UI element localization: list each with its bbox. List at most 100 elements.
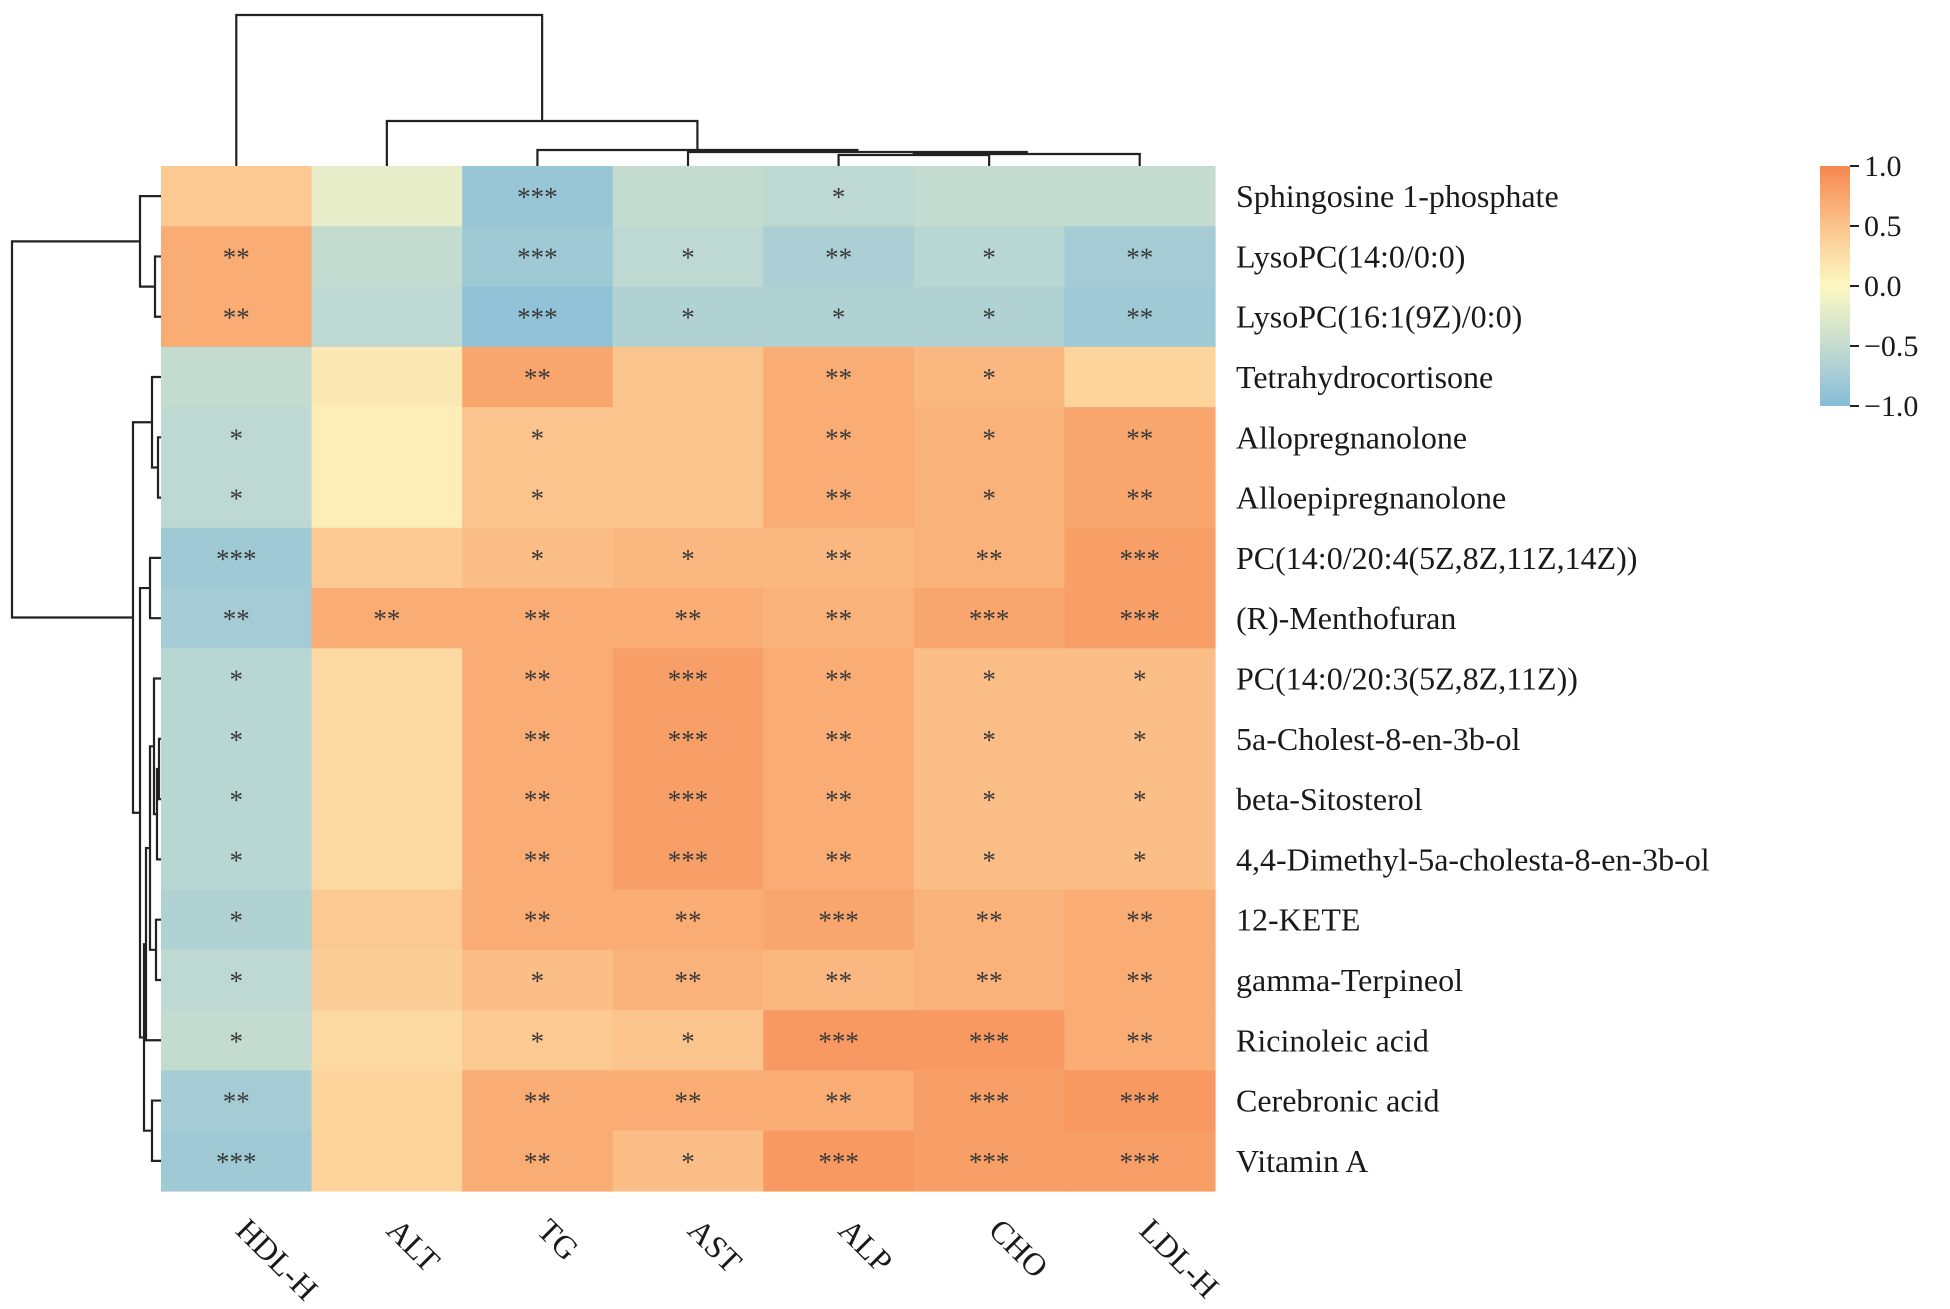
heatmap-cell bbox=[913, 286, 1066, 348]
heatmap-cell bbox=[462, 1010, 614, 1072]
significance-marks: *** *** *** * ** * **** *** * * * **** ** ** * ** * *** * *… bbox=[216, 182, 1160, 1177]
heatmap-cell bbox=[763, 708, 915, 770]
dendrogram-branch bbox=[150, 375, 161, 469]
heatmap-cell bbox=[161, 407, 313, 469]
row-label: Sphingosine 1-phosphate bbox=[1236, 178, 1559, 214]
significance-mark: *** bbox=[818, 1147, 859, 1177]
heatmap-cell bbox=[612, 527, 764, 589]
significance-mark: ** bbox=[675, 604, 702, 634]
heatmap-cell bbox=[913, 949, 1066, 1011]
significance-mark: ** bbox=[825, 363, 852, 393]
heatmap-cell bbox=[161, 1070, 313, 1132]
heatmap-cell bbox=[612, 226, 764, 288]
heatmap-cell bbox=[913, 527, 1066, 589]
significance-mark: *** bbox=[1119, 544, 1160, 574]
heatmap-cell bbox=[1064, 226, 1216, 288]
heatmap-cell bbox=[612, 467, 764, 529]
significance-mark: ** bbox=[976, 544, 1003, 574]
significance-mark: ** bbox=[524, 665, 551, 695]
dendrogram-branch bbox=[154, 918, 161, 982]
heatmap-cell bbox=[913, 708, 1066, 770]
dendrogram-branch bbox=[385, 119, 699, 166]
column-label: CHO bbox=[982, 1211, 1055, 1284]
row-label: LysoPC(14:0/0:0) bbox=[1236, 238, 1465, 274]
dendrogram-branch bbox=[156, 436, 161, 499]
significance-mark: * bbox=[1133, 725, 1147, 755]
dendrogram-branch bbox=[837, 153, 991, 166]
significance-mark: ** bbox=[1126, 1026, 1153, 1056]
heatmap-cell bbox=[612, 1130, 764, 1192]
row-label: (R)-Menthofuran bbox=[1236, 600, 1456, 636]
heatmap-cell bbox=[311, 467, 463, 529]
heatmap-cell bbox=[1064, 949, 1216, 1011]
row-label: beta-Sitosterol bbox=[1236, 781, 1423, 817]
significance-mark: *** bbox=[668, 725, 709, 755]
heatmap-cell bbox=[1064, 1010, 1216, 1072]
significance-mark: ** bbox=[1126, 303, 1153, 333]
heatmap-cell bbox=[1064, 708, 1216, 770]
heatmap-cell bbox=[1064, 829, 1216, 891]
heatmap-cell bbox=[462, 467, 614, 529]
significance-mark: ** bbox=[524, 363, 551, 393]
dendrogram-branch bbox=[153, 255, 161, 318]
heatmap-cell bbox=[763, 829, 915, 891]
heatmap-cell bbox=[763, 527, 915, 589]
heatmap-cell bbox=[311, 708, 463, 770]
heatmap-cell bbox=[612, 949, 764, 1011]
colorbar-gradient bbox=[1820, 166, 1850, 406]
significance-mark: * bbox=[982, 845, 996, 875]
colorbar: 1.0 0.5 0.0 −0.5 −1.0 bbox=[1820, 150, 1918, 423]
column-label: ALT bbox=[380, 1211, 448, 1279]
heatmap-cell bbox=[161, 527, 313, 589]
heatmap-cell bbox=[763, 648, 915, 710]
significance-mark: ** bbox=[524, 1087, 551, 1117]
significance-mark: * bbox=[982, 484, 996, 514]
heatmap-cell bbox=[462, 1130, 614, 1192]
significance-mark: * bbox=[681, 1026, 695, 1056]
significance-mark: *** bbox=[969, 604, 1010, 634]
significance-mark: * bbox=[1133, 785, 1147, 815]
column-labels: HDL-H ALT TG AST ALP CHO LDL-H bbox=[229, 1211, 1226, 1307]
heatmap-cell bbox=[161, 166, 313, 227]
heatmap-cell bbox=[913, 467, 1066, 529]
significance-mark: ** bbox=[524, 785, 551, 815]
heatmap-cell bbox=[612, 889, 764, 951]
heatmap-cell bbox=[311, 346, 463, 408]
row-label: LysoPC(16:1(9Z)/0:0) bbox=[1236, 299, 1522, 335]
significance-mark: ** bbox=[825, 423, 852, 453]
heatmap-cell bbox=[763, 949, 915, 1011]
heatmap-cell bbox=[612, 1070, 764, 1132]
significance-mark: * bbox=[1133, 665, 1147, 695]
significance-mark: * bbox=[982, 665, 996, 695]
row-label: gamma-Terpineol bbox=[1236, 962, 1463, 998]
heatmap-cell bbox=[1064, 407, 1216, 469]
heatmap-cell bbox=[612, 648, 764, 710]
significance-mark: * bbox=[681, 1147, 695, 1177]
heatmap-cell bbox=[462, 407, 614, 469]
colorbar-ticks: 1.0 0.5 0.0 −0.5 −1.0 bbox=[1850, 150, 1918, 423]
heatmap-cell bbox=[913, 588, 1066, 649]
colorbar-tick-label: 0.5 bbox=[1864, 210, 1902, 243]
significance-mark: *** bbox=[818, 906, 859, 936]
dendrogram-branch bbox=[148, 556, 161, 620]
heatmap-cell bbox=[462, 1070, 614, 1132]
significance-mark: ** bbox=[825, 604, 852, 634]
significance-mark: *** bbox=[517, 303, 558, 333]
significance-mark: *** bbox=[668, 845, 709, 875]
significance-mark: ** bbox=[1126, 242, 1153, 272]
heatmap-cell bbox=[913, 166, 1066, 227]
significance-mark: * bbox=[230, 966, 244, 996]
heatmap-cell bbox=[612, 1010, 764, 1072]
dendrogram-branch bbox=[235, 13, 544, 166]
heatmap-cell bbox=[763, 1070, 915, 1132]
heatmap-cell bbox=[612, 286, 764, 348]
heatmap-cell bbox=[913, 889, 1066, 951]
heatmap-cell bbox=[612, 166, 764, 227]
heatmap-cell bbox=[311, 648, 463, 710]
heatmap-cell bbox=[1064, 889, 1216, 951]
heatmap-cell bbox=[612, 346, 764, 408]
significance-mark: ** bbox=[524, 725, 551, 755]
significance-mark: * bbox=[681, 544, 695, 574]
heatmap-cell bbox=[913, 346, 1066, 408]
significance-mark: * bbox=[531, 1026, 545, 1056]
